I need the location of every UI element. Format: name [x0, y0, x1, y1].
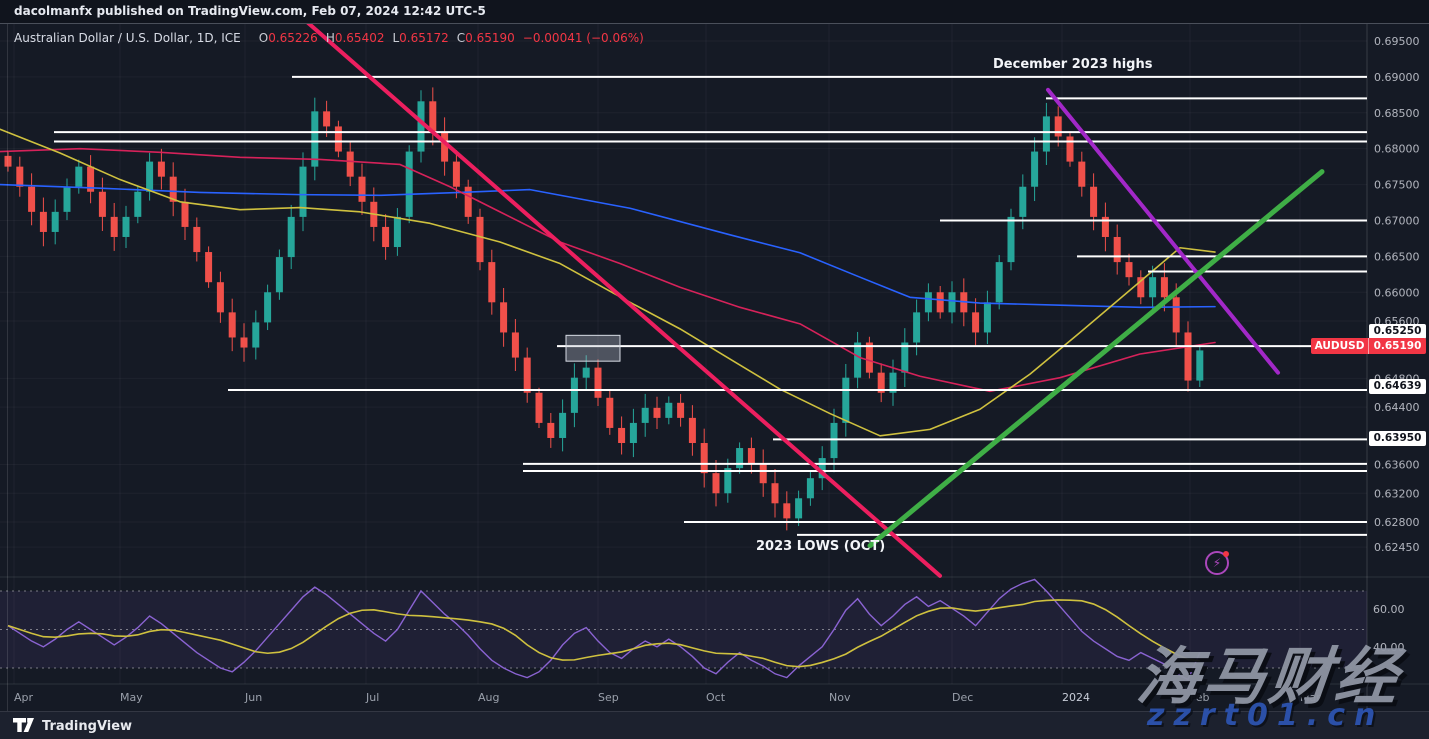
svg-text:Oct: Oct — [706, 691, 726, 704]
watermark-url: zzrt01.cn — [1147, 698, 1385, 733]
rsi-level-60: 60.00 — [1373, 603, 1405, 616]
moving-averages — [0, 128, 1216, 437]
svg-text:0.68500: 0.68500 — [1374, 107, 1420, 120]
uptrend — [867, 169, 1325, 549]
svg-text:Mar: Mar — [1300, 691, 1321, 704]
price-change: −0.00041 (−0.06%) — [522, 31, 644, 45]
attribution-bar: dacolmanfx published on TradingView.com,… — [0, 0, 1429, 24]
ma-pink — [0, 147, 1216, 393]
svg-text:0.62800: 0.62800 — [1374, 516, 1420, 529]
support-resistance-levels[interactable] — [54, 75, 1367, 536]
footer-bar: TradingView — [0, 711, 1429, 739]
annotation-december-highs: December 2023 highs — [993, 57, 1153, 72]
panel-borders — [0, 23, 1429, 711]
symbol-header: Australian Dollar / U.S. Dollar, 1D, ICE… — [14, 31, 644, 45]
svg-text:0.69000: 0.69000 — [1374, 71, 1420, 84]
svg-text:0.68000: 0.68000 — [1374, 143, 1420, 156]
rsi-level-40: 40.00 — [1373, 641, 1405, 654]
ohlc-open-value: 0.65226 — [268, 31, 318, 45]
svg-text:0.67000: 0.67000 — [1374, 214, 1420, 227]
svg-text:0.64400: 0.64400 — [1374, 401, 1420, 414]
svg-text:May: May — [120, 691, 143, 704]
svg-text:0.63600: 0.63600 — [1374, 459, 1420, 472]
svg-text:0.66500: 0.66500 — [1374, 250, 1420, 263]
rsi-lines — [7, 578, 1201, 681]
svg-text:Jul: Jul — [365, 691, 379, 704]
tradingview-brand-text[interactable]: TradingView — [42, 718, 133, 734]
trend-lines[interactable] — [280, 0, 1325, 578]
ohlc-open-label: O — [258, 31, 269, 45]
svg-text:Apr: Apr — [14, 691, 34, 704]
rsi-line — [7, 578, 1201, 681]
price-axis[interactable]: 0.69500 0.69000 0.68500 0.68000 0.67500 0.670… — [1374, 35, 1420, 554]
annotation-2023-lows: 2023 LOWS (OCT) — [756, 539, 886, 554]
symbol-title[interactable]: Australian Dollar / U.S. Dollar, 1D, ICE — [14, 31, 241, 45]
ohlc-high-value: 0.65402 — [334, 31, 385, 45]
svg-text:0.69500: 0.69500 — [1374, 35, 1420, 48]
ohlc-low-label: L — [392, 31, 400, 45]
price-label-065250: 0.65250 — [1369, 324, 1426, 339]
downtrend-minor — [1046, 87, 1280, 375]
candlesticks — [4, 87, 1204, 531]
svg-text:0.63200: 0.63200 — [1374, 487, 1420, 500]
rsi-panel[interactable] — [0, 590, 1367, 669]
zone-rectangle[interactable] — [565, 334, 621, 362]
svg-text:Sep: Sep — [598, 691, 619, 704]
price-label-064639: 0.64639 — [1369, 379, 1426, 394]
ma-blue — [0, 183, 1216, 309]
flash-idea-icon[interactable]: ⚡ — [1205, 551, 1229, 575]
svg-text:Feb: Feb — [1190, 691, 1209, 704]
price-label-063950: 0.63950 — [1369, 431, 1426, 446]
tradingview-logo-icon[interactable] — [13, 717, 34, 736]
svg-text:Aug: Aug — [478, 691, 499, 704]
ohlc-low-value: 0.65172 — [399, 31, 449, 45]
rsi-ma-line — [7, 599, 1200, 668]
svg-text:Jun: Jun — [244, 691, 262, 704]
svg-text:0.66000: 0.66000 — [1374, 286, 1420, 299]
ohlc-high-label: H — [325, 31, 335, 45]
svg-text:0.67500: 0.67500 — [1374, 179, 1420, 192]
last-price-badge: AUDUSD 0.65190 — [1311, 338, 1426, 354]
ohlc-close-value: 0.65190 — [465, 31, 515, 45]
downtrend-major — [280, 0, 942, 578]
time-axis[interactable]: Apr May Jun Jul Aug Sep Oct Nov Dec 2024 Feb Mar — [14, 691, 1321, 704]
ma-yellow — [0, 128, 1216, 437]
svg-text:Nov: Nov — [829, 691, 851, 704]
svg-text:0.62450: 0.62450 — [1374, 541, 1420, 554]
last-price-value: 0.65190 — [1369, 338, 1426, 354]
svg-text:Dec: Dec — [952, 691, 973, 704]
ohlc-close-label: C — [456, 31, 466, 45]
last-price-symbol: AUDUSD — [1311, 338, 1369, 354]
svg-text:2024: 2024 — [1062, 691, 1090, 704]
notification-dot-icon — [1223, 551, 1229, 557]
attribution-text: dacolmanfx published on TradingView.com,… — [14, 4, 486, 18]
